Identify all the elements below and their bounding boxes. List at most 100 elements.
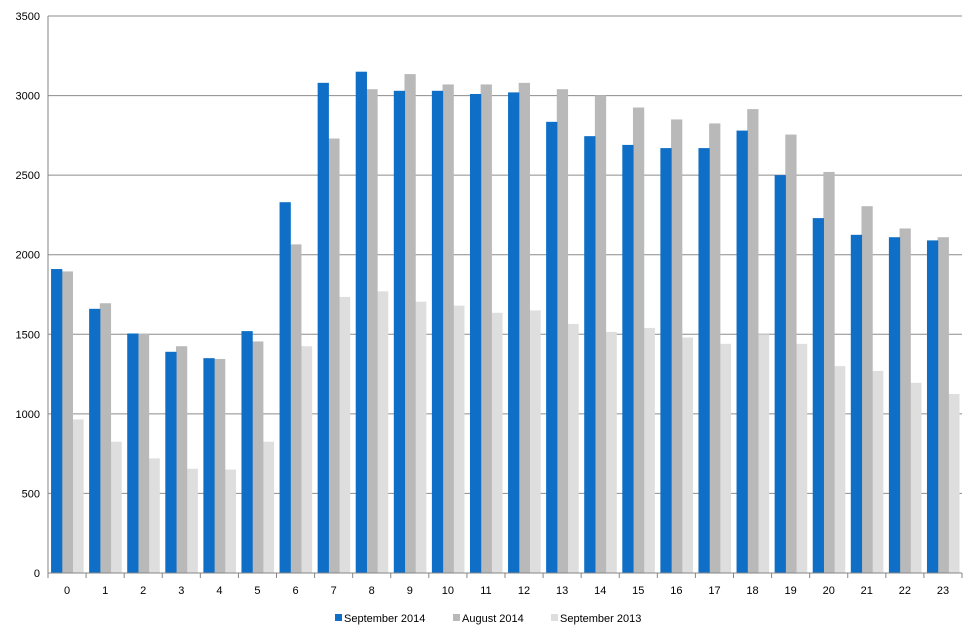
x-tick-label: 1 [102,585,108,597]
legend: September 2014 August 2014 September 2013 [335,613,641,625]
y-tick-label: 2000 [16,250,40,262]
bar-august-2014-22 [899,228,911,573]
bar-august-2014-10 [442,84,454,573]
bar-september-2013-19 [795,343,808,573]
bar-september-2014-12 [508,92,520,573]
bar-september-2013-12 [529,310,541,573]
y-tick-labels: 0 500 1000 1500 2000 2500 3000 3500 [16,11,40,580]
bar-september-2013-23 [948,393,960,573]
y-tick-label: 0 [34,568,40,580]
bar-september-2014-4 [203,358,215,573]
y-tick-label: 1000 [16,409,40,421]
bar-september-2013-3 [186,468,198,573]
x-tick-label: 21 [861,585,873,597]
bar-august-2014-23 [937,237,949,574]
bar-september-2014-18 [736,130,748,573]
bar-september-2014-22 [888,237,901,574]
bar-september-2014-19 [774,175,786,573]
x-tick-label: 19 [785,585,797,597]
bar-august-2014-19 [785,134,797,573]
bar-september-2013-20 [834,366,846,573]
bar-september-2013-18 [757,334,770,573]
bar-september-2014-6 [279,202,291,573]
bar-september-2013-13 [567,323,579,573]
x-tick-label: 13 [556,585,568,597]
x-tick-label: 9 [407,585,413,597]
bar-september-2013-1 [110,441,122,573]
bar-september-2014-23 [926,240,939,574]
bar-august-2014-16 [671,119,683,573]
bar-september-2013-4 [224,469,236,573]
x-tick-label: 3 [178,585,184,597]
bar-september-2013-9 [415,301,427,573]
bar-august-2014-14 [594,95,607,574]
gridlines [48,15,962,494]
bar-august-2014-18 [747,109,759,573]
bar-september-2013-7 [338,296,351,573]
legend-swatch-0 [335,614,342,621]
x-tick-label: 4 [216,585,222,597]
x-tick-label: 2 [140,585,146,597]
bar-september-2014-13 [546,121,558,573]
bar-august-2014-9 [404,74,416,573]
bar-september-2013-15 [643,327,655,573]
bar-august-2014-13 [556,89,569,573]
bar-september-2014-14 [584,136,596,573]
bar-september-2013-16 [681,337,693,573]
bar-september-2013-6 [300,346,313,573]
bar-august-2014-7 [328,138,340,574]
bar-august-2014-2 [137,333,150,573]
bar-september-2014-21 [850,234,863,574]
bar-september-2014-10 [431,90,444,573]
y-tick-label: 3500 [16,11,40,23]
bar-august-2014-11 [480,84,492,573]
bar-august-2014-17 [709,123,721,574]
x-tick-label: 20 [823,585,835,597]
x-tick-label: 15 [632,585,644,597]
bar-september-2013-2 [148,458,160,573]
axes [47,16,963,578]
bar-august-2014-3 [175,346,188,573]
bar-september-2014-16 [660,148,672,574]
bar-september-2014-7 [317,82,329,573]
bar-september-2014-20 [812,218,824,573]
x-tick-label: 17 [708,585,720,597]
bar-august-2014-4 [214,358,226,573]
x-tick-labels: 0 1 2 3 4 5 6 7 8 9 10 11 12 13 14 15 16 17 18 19 20 21 22 23 [64,585,949,597]
bar-september-2013-22 [910,382,922,573]
legend-label-0: September 2014 [344,613,425,625]
bar-september-2013-0 [72,419,84,573]
y-tick-label: 3000 [16,91,40,103]
bar-september-2013-17 [719,343,732,573]
x-tick-label: 18 [746,585,758,597]
x-tick-label: 10 [442,585,454,597]
x-tick-label: 16 [670,585,682,597]
bar-september-2014-8 [355,71,367,573]
legend-label-1: August 2014 [462,613,524,625]
bar-september-2014-2 [127,333,139,573]
bar-august-2014-15 [632,107,645,573]
legend-swatch-1 [453,614,460,621]
x-tick-label: 14 [594,585,606,597]
x-tick-label: 7 [331,585,337,597]
bar-august-2014-12 [518,82,530,573]
legend-label-2: September 2013 [560,613,641,625]
bar-september-2014-17 [698,148,710,574]
bars [51,71,960,574]
x-tick-label: 22 [899,585,911,597]
y-tick-label: 2500 [16,170,40,182]
x-tick-label: 8 [369,585,375,597]
y-tick-label: 500 [22,488,40,500]
bar-september-2014-1 [89,308,101,573]
bar-september-2014-5 [241,331,253,573]
bar-september-2013-5 [262,441,275,573]
x-tick-label: 5 [254,585,260,597]
legend-swatch-2 [551,614,558,621]
bar-september-2013-8 [377,291,389,573]
bar-september-2013-10 [453,305,465,573]
bar-september-2014-11 [469,93,482,573]
bar-september-2013-21 [872,370,884,573]
y-tick-label: 1500 [16,329,40,341]
bar-august-2014-1 [99,303,112,573]
x-tick-label: 12 [518,585,530,597]
